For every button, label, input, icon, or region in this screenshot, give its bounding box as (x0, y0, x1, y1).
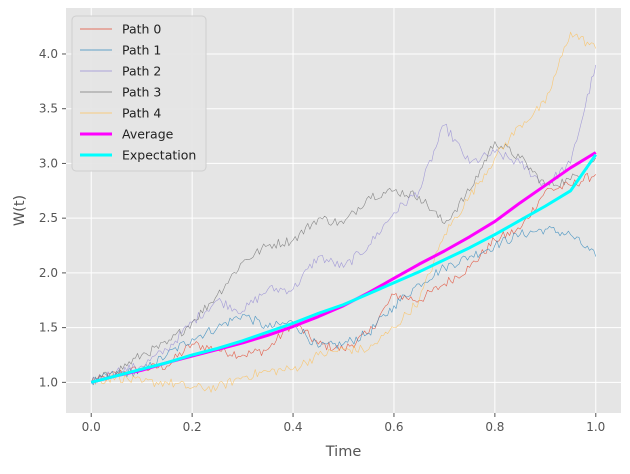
legend-label: Path 1 (122, 43, 161, 58)
y-tick-label: 1.5 (39, 321, 58, 335)
y-axis-label: W(t) (12, 195, 28, 226)
x-tick-label: 0.8 (485, 420, 504, 434)
x-tick-label: 0.0 (82, 420, 101, 434)
y-tick-label: 1.0 (39, 375, 58, 389)
x-tick-label: 0.4 (283, 420, 302, 434)
y-tick-label: 2.0 (39, 266, 58, 280)
y-tick-label: 2.5 (39, 211, 58, 225)
legend-label: Path 2 (122, 64, 161, 79)
x-tick-label: 1.0 (586, 420, 605, 434)
series-line-path-3 (90, 141, 597, 383)
y-tick-label: 3.5 (39, 102, 58, 116)
y-tick-label: 4.0 (39, 47, 58, 61)
y-tick-label: 3.0 (39, 156, 58, 170)
legend-label: Path 4 (122, 106, 161, 121)
grid (66, 8, 621, 413)
legend: Path 0 Path 1 Path 2 Path 3 Path 4 Average Exp… (71, 15, 207, 172)
legend-label: Average (122, 127, 174, 142)
series-line-expectation (90, 153, 597, 384)
legend-label: Path 3 (122, 85, 161, 100)
legend-label: Path 0 (122, 22, 161, 37)
legend-box (71, 15, 207, 172)
x-axis-label: Time (325, 444, 362, 460)
x-tick-label: 0.2 (183, 420, 202, 434)
axis-ticks: 0.0 0.2 0.4 0.6 0.8 1.0 1.0 1.5 2.0 2.5 3.0 3.5 4.0 (39, 47, 605, 434)
x-tick-label: 0.6 (384, 420, 403, 434)
legend-label: Expectation (122, 148, 196, 163)
series-group (90, 31, 597, 393)
series-line-path-1 (90, 225, 597, 386)
series-line-path-2 (90, 64, 597, 385)
series-line-path-4 (90, 31, 597, 393)
